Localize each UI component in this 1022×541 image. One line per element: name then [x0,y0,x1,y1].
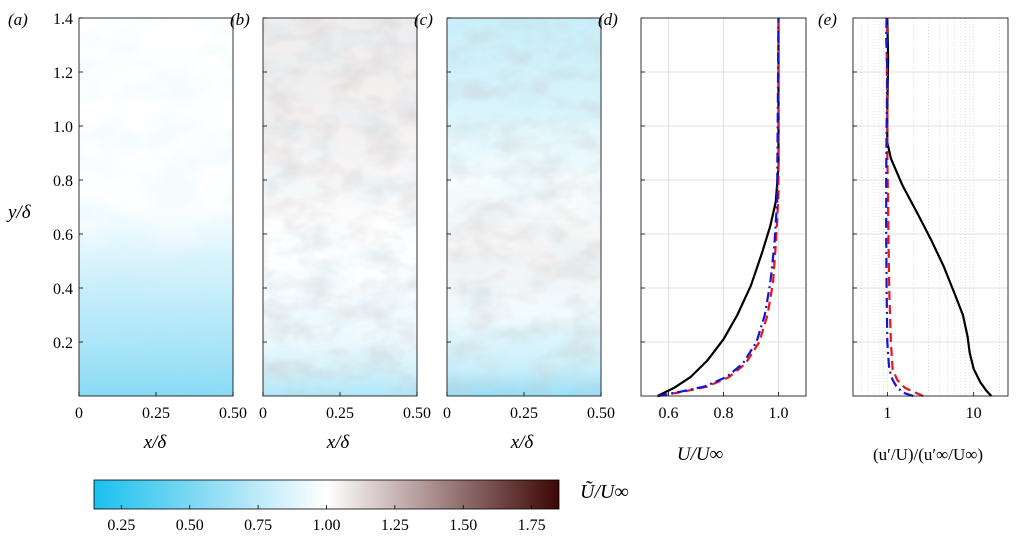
x-tick-label: 1.0 [769,405,789,422]
colorbar-tick-label: 1.00 [313,517,341,534]
plot-area [853,18,1008,396]
colorbar-gradient [93,479,560,510]
y-tick-label: 1.0 [53,119,73,136]
x-tick-label: 0.50 [587,405,615,422]
y-tick-label: 0.4 [53,281,73,298]
x-tick-label: 0.6 [659,405,679,422]
colorbar-tick-label: 0.25 [107,517,135,534]
y-tick-label: 1.4 [53,11,73,28]
x-axis-label-b: x/δ [326,432,351,453]
panel-label-c: (c) [414,10,433,29]
panel-d: 0.6 0.8 1.0 [640,17,807,422]
panel-label-a: (a) [8,10,28,29]
series-line-dashdot [885,17,914,398]
x-tick-label: 0.25 [326,405,354,422]
x-tick-label: 0 [75,405,83,422]
panel-label-d: (d) [598,10,618,29]
x-axis-label-d: U/U∞ [677,444,723,465]
panel-frame [852,17,1009,397]
x-tick-label: 0 [443,405,451,422]
heatmap-texture [263,18,417,396]
colorbar: 0.25 0.50 0.75 1.00 1.25 1.50 1.75 [93,479,560,534]
colorbar-tick-label: 0.50 [176,517,204,534]
x-tick-label: 1 [883,405,891,422]
heatmap-texture [79,18,233,396]
colorbar-tick-label: 1.25 [381,517,409,534]
panel-a: 0 0.25 0.50 0.2 0.4 0.6 0.8 1.0 1.2 1.4 [53,11,247,422]
y-axis-label: y/δ [6,202,32,223]
x-tick-label: 0.8 [714,405,734,422]
heatmap-texture [447,18,601,396]
colorbar-tick-label: 1.75 [518,517,546,534]
x-tick-label: 0.50 [219,405,247,422]
panel-label-e: (e) [818,10,837,29]
x-tick-label: 0.25 [142,405,170,422]
colorbar-label: Ũ/U∞ [580,479,629,503]
panel-label-b: (b) [230,10,250,29]
y-tick-label: 0.2 [53,335,73,352]
y-tick-label: 0.8 [53,173,73,190]
x-tick-label: 10 [966,405,982,422]
y-tick-label: 0.6 [53,227,73,244]
x-tick-label: 0.25 [510,405,538,422]
x-axis-label-e: (u′/U)/(u′∞/U∞) [873,445,983,464]
panel-b: 0 0.25 0.50 [259,17,431,422]
x-tick-label: 0.50 [403,405,431,422]
panel-e: 1 10 [852,17,1009,422]
x-tick-label: 0 [259,405,267,422]
y-tick-label: 1.2 [53,65,73,82]
x-axis-label-a: x/δ [143,432,168,453]
x-axis-label-c: x/δ [510,432,535,453]
panel-c: 0 0.25 0.50 [443,17,615,422]
colorbar-tick-label: 1.50 [449,517,477,534]
colorbar-tick-label: 0.75 [244,517,272,534]
